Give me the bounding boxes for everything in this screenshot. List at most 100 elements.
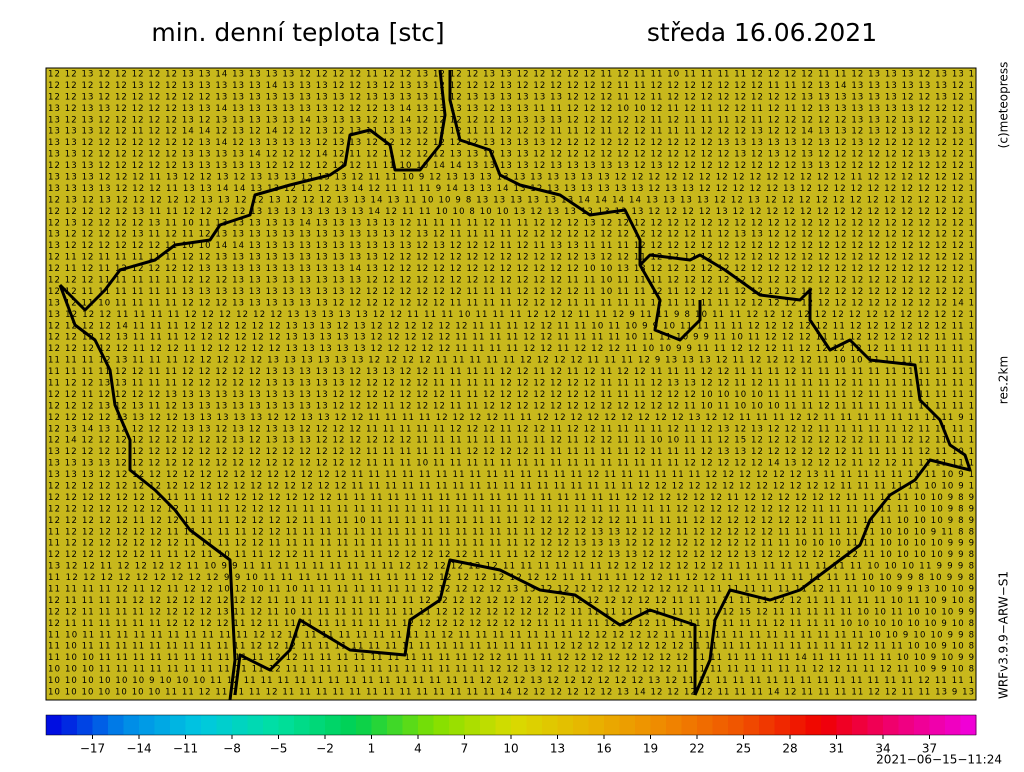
map-background bbox=[46, 68, 976, 700]
grid-row: 12 12 12 12 12 13 11 11 12 12 12 12 13 1… bbox=[48, 207, 974, 217]
colorbar-cell bbox=[108, 715, 124, 735]
grid-row: 12 11 11 11 11 11 11 12 12 12 12 11 12 1… bbox=[48, 619, 974, 629]
grid-row: 13 13 12 12 12 12 12 12 13 13 13 13 14 1… bbox=[48, 150, 974, 160]
colorbar-tick-label: −17 bbox=[80, 742, 105, 756]
grid-row: 11 10 11 11 11 11 11 11 11 11 11 11 12 1… bbox=[48, 630, 974, 640]
colorbar-cell bbox=[914, 715, 930, 735]
grid-row: 12 13 12 12 12 12 13 11 10 11 13 13 13 1… bbox=[48, 218, 974, 228]
colorbar-cell bbox=[77, 715, 93, 735]
grid-row: 12 12 11 12 12 12 12 13 13 13 13 13 13 1… bbox=[48, 390, 974, 400]
grid-row: 12 11 12 11 11 11 11 11 12 12 13 13 13 1… bbox=[48, 253, 974, 263]
map-frame bbox=[45, 67, 977, 701]
colorbar-cell bbox=[356, 715, 372, 735]
colorbar-tick-label: 13 bbox=[550, 742, 565, 756]
colorbar-cell bbox=[945, 715, 961, 735]
colorbar-cell bbox=[635, 715, 651, 735]
grid-row: 12 12 13 12 12 12 12 12 13 13 14 13 13 1… bbox=[48, 70, 974, 80]
grid-row: 13 13 13 13 12 12 12 11 13 13 14 14 13 1… bbox=[48, 184, 974, 194]
colorbar-tick-label: 19 bbox=[643, 742, 658, 756]
grid-row: 11 11 11 11 12 11 12 11 12 12 10 12 10 1… bbox=[48, 585, 974, 595]
colorbar-cell bbox=[821, 715, 837, 735]
colorbar-cell bbox=[759, 715, 775, 735]
colorbar-cell bbox=[154, 715, 171, 735]
colorbar-cell bbox=[139, 715, 155, 735]
grid-row: 12 12 12 11 11 11 11 11 12 12 12 13 13 1… bbox=[48, 276, 974, 286]
colorbar-cell bbox=[247, 715, 264, 735]
grid-row: 12 12 12 12 12 13 12 12 13 13 13 13 13 1… bbox=[48, 81, 974, 91]
grid-row: 13 12 12 12 12 12 12 12 12 12 12 12 12 1… bbox=[48, 447, 974, 457]
colorbar-cell bbox=[790, 715, 806, 735]
colorbar-cell bbox=[681, 715, 698, 735]
title: min. denní teplota [stc] bbox=[151, 18, 444, 47]
grid-row: 12 12 11 11 11 11 11 11 13 13 13 13 13 1… bbox=[48, 287, 974, 297]
grid-row: 13 13 13 12 12 11 12 12 14 14 12 13 12 1… bbox=[48, 127, 974, 137]
colorbar-cell bbox=[743, 715, 760, 735]
colorbar-cell bbox=[216, 715, 233, 735]
grid-row: 11 11 11 11 12 12 11 11 12 12 12 12 12 1… bbox=[48, 367, 974, 377]
grid-row: 12 14 12 12 12 12 12 12 12 12 12 13 12 1… bbox=[48, 436, 974, 446]
grid-row: 12 11 11 11 11 12 12 12 12 12 12 12 12 1… bbox=[48, 596, 974, 606]
copyright: (c)meteopress bbox=[997, 62, 1011, 149]
colorbar-cell bbox=[929, 715, 946, 735]
grid-row: 12 11 12 11 12 12 12 12 12 13 13 13 13 1… bbox=[48, 264, 974, 274]
colorbar-tick-label: 34 bbox=[875, 742, 890, 756]
grid-row: 12 12 12 12 12 11 12 12 11 12 12 12 12 1… bbox=[48, 344, 974, 354]
grid-row: 12 12 12 12 12 12 12 12 12 12 12 12 12 1… bbox=[48, 482, 974, 492]
grid-row: 11 12 12 12 12 12 12 11 11 11 11 11 12 1… bbox=[48, 527, 974, 537]
colorbar-cell bbox=[185, 715, 202, 735]
grid-row: 13 12 13 12 12 12 12 12 13 12 13 13 13 1… bbox=[48, 115, 974, 125]
colorbar-tick-label: 31 bbox=[829, 742, 844, 756]
grid-row: 13 12 11 10 11 11 11 11 12 12 12 13 13 1… bbox=[48, 298, 974, 308]
colorbar-cell bbox=[278, 715, 295, 735]
grid-row: 11 11 11 12 13 11 11 11 12 12 12 12 12 1… bbox=[48, 356, 974, 366]
colorbar-tick-label: 16 bbox=[596, 742, 611, 756]
colorbar-cell bbox=[232, 715, 248, 735]
colorbar-cell bbox=[883, 715, 899, 735]
colorbar-cell bbox=[201, 715, 217, 735]
colorbar-cell bbox=[666, 715, 682, 735]
colorbar-cell bbox=[557, 715, 574, 735]
colorbar-tick-label: 7 bbox=[461, 742, 469, 756]
grid-row: 10 10 10 11 11 11 11 11 11 11 11 11 11 1… bbox=[48, 665, 974, 675]
colorbar-cell bbox=[511, 715, 527, 735]
grid-row: 11 10 11 11 11 11 11 11 11 11 11 11 12 1… bbox=[48, 642, 974, 652]
colorbar-tick-label: −5 bbox=[270, 742, 288, 756]
colorbar-cell bbox=[418, 715, 434, 735]
grid-row: 12 13 13 12 12 12 12 12 13 13 13 13 13 1… bbox=[48, 161, 974, 171]
grid-row: 11 12 12 13 13 11 11 11 12 12 12 12 12 1… bbox=[48, 379, 974, 389]
colorbar-cell bbox=[325, 715, 341, 735]
colorbar-cell bbox=[387, 715, 403, 735]
colorbar-cell bbox=[464, 715, 481, 735]
grid-row: 11 10 10 11 11 11 11 11 11 11 11 11 11 1… bbox=[48, 653, 974, 663]
grid-row: 13 12 13 13 12 12 12 12 13 13 14 13 13 1… bbox=[48, 104, 974, 114]
colorbar-cell bbox=[92, 715, 109, 735]
colorbar-tick-label: −8 bbox=[223, 742, 241, 756]
colorbar-tick-label: 37 bbox=[922, 742, 937, 756]
colorbar-cell bbox=[433, 715, 450, 735]
colorbar-cell bbox=[542, 715, 558, 735]
grid-row: 13 12 12 12 12 13 11 12 11 12 13 13 13 1… bbox=[48, 230, 974, 240]
colorbar-cell bbox=[588, 715, 605, 735]
model: WRFv3.9.9−ARW−S1 bbox=[997, 571, 1011, 699]
colorbar: −17 −14 −11 −8 −5 −2 1 4 7 10 13 16 19 22 25 28 31 34 37 bbox=[45, 714, 977, 756]
grid-row: 13 12 12 12 11 11 11 11 12 12 12 12 12 1… bbox=[48, 310, 974, 320]
colorbar-tick-label: −11 bbox=[173, 742, 198, 756]
colorbar-tick-label: −14 bbox=[126, 742, 151, 756]
colorbar-cell bbox=[449, 715, 465, 735]
colorbar-cell bbox=[495, 715, 512, 735]
grid-row: 13 12 12 12 12 12 12 11 10 10 14 14 13 1… bbox=[48, 241, 974, 251]
colorbar-tick-label: −2 bbox=[316, 742, 334, 756]
grid-row: 12 12 12 13 12 13 11 12 13 13 13 13 13 1… bbox=[48, 401, 974, 411]
grid-row: 11 12 12 12 12 12 12 12 11 11 11 12 12 1… bbox=[48, 539, 974, 549]
grid-row: 13 13 12 12 12 12 12 12 12 13 14 12 13 1… bbox=[48, 138, 974, 148]
resolution: res.2km bbox=[997, 356, 1011, 404]
colorbar-tick-label: 22 bbox=[689, 742, 704, 756]
grid-row: 12 12 12 12 12 12 11 11 12 11 10 11 11 1… bbox=[48, 550, 974, 560]
colorbar-cell bbox=[867, 715, 884, 735]
country-border bbox=[58, 69, 972, 701]
colorbar-cell bbox=[294, 715, 310, 735]
colorbar-cell bbox=[805, 715, 822, 735]
grid-row: 13 13 13 13 12 12 12 12 12 12 12 12 12 1… bbox=[48, 459, 974, 469]
colorbar-cell bbox=[697, 715, 713, 735]
colorbar-cell bbox=[960, 715, 977, 735]
